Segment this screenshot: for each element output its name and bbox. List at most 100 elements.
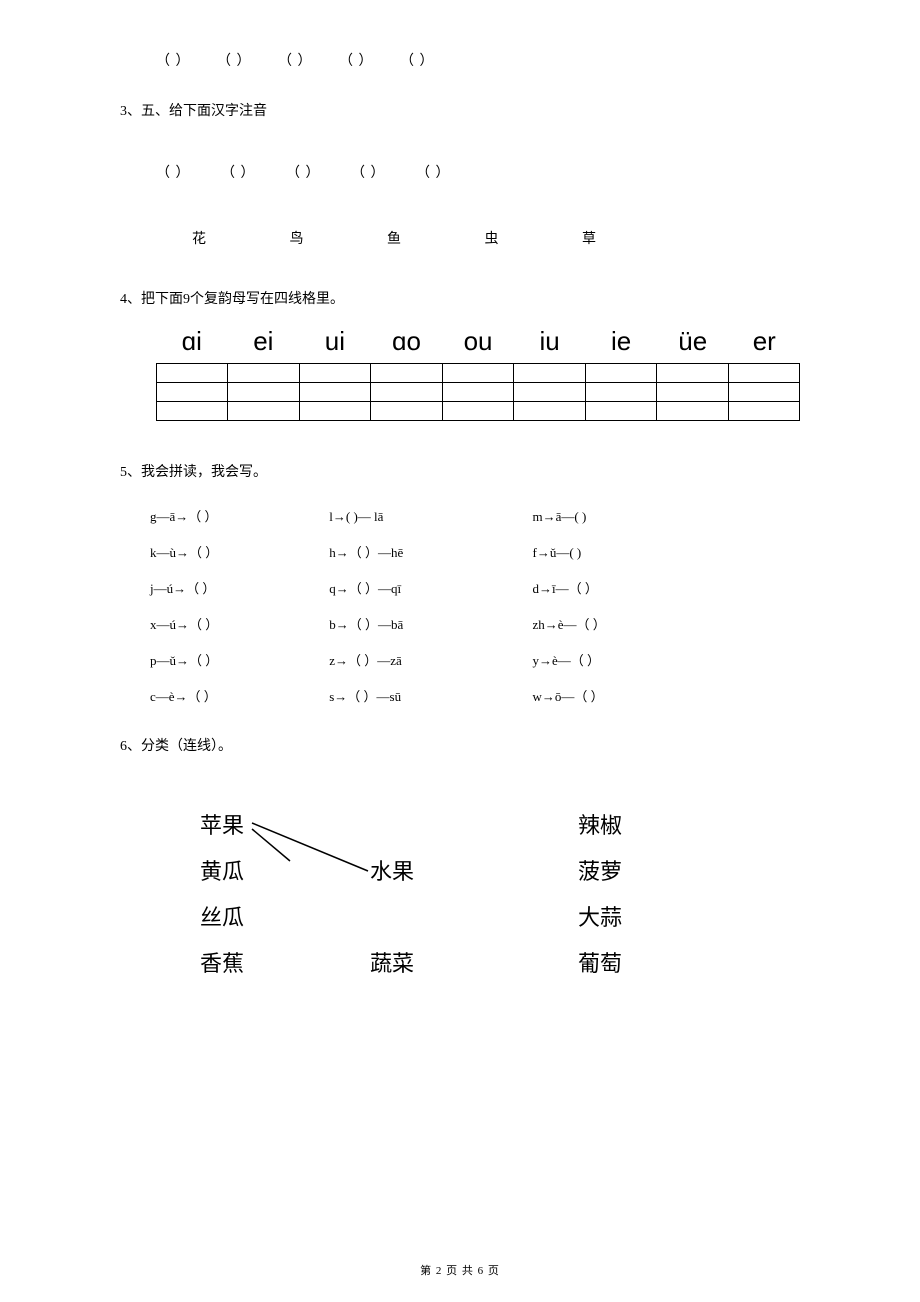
table-cell xyxy=(371,364,442,383)
q3-paren-row: （ ） （ ） （ ） （ ） （ ） xyxy=(120,162,800,182)
q6-left-2: 黄瓜 xyxy=(200,849,244,895)
table-cell xyxy=(371,383,442,402)
q3-char-5: 草 xyxy=(582,228,676,248)
q3-paren-4: （ ） xyxy=(351,166,386,181)
q5-r5-c: y→è—（ ） xyxy=(533,643,713,679)
q4-h-8: üe xyxy=(657,326,729,357)
q4-h-1: ɑi xyxy=(156,326,228,357)
q3-char-2: 鸟 xyxy=(290,228,384,248)
table-cell xyxy=(728,383,800,402)
table-cell xyxy=(371,402,442,421)
table-cell xyxy=(228,383,299,402)
table-cell xyxy=(514,402,585,421)
q3-paren-5: （ ） xyxy=(416,166,451,181)
table-cell xyxy=(728,402,800,421)
table-cell xyxy=(585,402,656,421)
table-cell xyxy=(157,364,228,383)
q4-h-9: er xyxy=(729,326,801,357)
q6-left-3: 丝瓜 xyxy=(200,895,244,941)
table-cell xyxy=(657,364,728,383)
q5-r5-b: z→（ ）—zā xyxy=(329,643,529,679)
table-cell xyxy=(585,364,656,383)
q5-row-3: j—ú→（ ） q→（ ）—qī d→ī—（ ） xyxy=(150,571,800,607)
table-row xyxy=(157,383,800,402)
q6-mid-col: 水果 蔬菜 xyxy=(370,803,414,987)
q5-r2-c: f→ǔ—( ) xyxy=(533,535,713,571)
q3-char-3: 鱼 xyxy=(387,228,481,248)
worksheet-page: （ ） （ ） （ ） （ ） （ ） 3、五、给下面汉字注音 （ ） （ ） … xyxy=(0,0,920,1302)
q3-char-4: 虫 xyxy=(485,228,579,248)
q2-paren-row: （ ） （ ） （ ） （ ） （ ） xyxy=(120,50,800,70)
q2-paren-4: （ ） xyxy=(339,54,374,69)
q5-r1-b: l→( )— lā xyxy=(329,499,529,535)
q5-r4-a: x—ú→（ ） xyxy=(150,607,326,643)
q6-classify: 苹果 黄瓜 丝瓜 香蕉 水果 蔬菜 辣椒 菠萝 大蒜 葡萄 xyxy=(160,803,800,1013)
table-cell xyxy=(442,402,513,421)
table-cell xyxy=(157,402,228,421)
q4-title: 4、把下面9个复韵母写在四线格里。 xyxy=(120,288,800,308)
table-cell xyxy=(514,383,585,402)
q5-row-4: x—ú→（ ） b→（ ）—bā zh→è—（ ） xyxy=(150,607,800,643)
q5-r3-b: q→（ ）—qī xyxy=(329,571,529,607)
table-row xyxy=(157,402,800,421)
table-cell xyxy=(157,383,228,402)
q5-r2-a: k—ù→（ ） xyxy=(150,535,326,571)
q4-headers: ɑi ei ui ɑo ou iu ie üe er xyxy=(120,326,800,357)
q4-h-5: ou xyxy=(442,326,514,357)
table-cell xyxy=(228,364,299,383)
q6-right-2: 菠萝 xyxy=(578,849,622,895)
q6-left-col: 苹果 黄瓜 丝瓜 香蕉 xyxy=(200,803,244,987)
q5-r4-b: b→（ ）—bā xyxy=(329,607,529,643)
q3-char-row: 花 鸟 鱼 虫 草 xyxy=(120,228,800,248)
q5-rows: g—ā→（ ） l→( )— lā m→ā—( ) k—ù→（ ） h→（ ）—… xyxy=(150,499,800,715)
q6-right-4: 葡萄 xyxy=(578,941,622,987)
q2-paren-2: （ ） xyxy=(217,54,252,69)
q4-table xyxy=(156,363,800,421)
table-cell xyxy=(299,383,370,402)
table-cell xyxy=(299,402,370,421)
q5-r3-a: j—ú→（ ） xyxy=(150,571,326,607)
q5-row-6: c—è→（ ） s→（ ）—sū w→ō—（ ） xyxy=(150,679,800,715)
q5-row-1: g—ā→（ ） l→( )— lā m→ā—( ) xyxy=(150,499,800,535)
q6-connect-svg xyxy=(160,803,760,1013)
q3-paren-3: （ ） xyxy=(286,166,321,181)
q2-paren-1: （ ） xyxy=(156,54,191,69)
q6-mid-1: 水果 xyxy=(370,849,414,895)
table-row xyxy=(157,364,800,383)
q4-h-4: ɑo xyxy=(371,326,443,357)
q5-r5-a: p—ǔ→（ ） xyxy=(150,643,326,679)
table-cell xyxy=(442,364,513,383)
q5-title: 5、我会拼读，我会写。 xyxy=(120,461,800,481)
table-cell xyxy=(228,402,299,421)
q6-right-col: 辣椒 菠萝 大蒜 葡萄 xyxy=(578,803,622,987)
page-footer: 第 2 页 共 6 页 xyxy=(0,1262,920,1278)
q5-r1-c: m→ā—( ) xyxy=(533,499,713,535)
q5-r4-c: zh→è—（ ） xyxy=(533,607,713,643)
q5-row-5: p—ǔ→（ ） z→（ ）—zā y→è—（ ） xyxy=(150,643,800,679)
table-cell xyxy=(728,364,800,383)
q5-r6-c: w→ō—（ ） xyxy=(533,679,713,715)
q6-left-4: 香蕉 xyxy=(200,941,244,987)
q2-paren-3: （ ） xyxy=(278,54,313,69)
q3-title: 3、五、给下面汉字注音 xyxy=(120,100,800,120)
q5-r6-b: s→（ ）—sū xyxy=(329,679,529,715)
table-cell xyxy=(657,383,728,402)
q2-paren-5: （ ） xyxy=(400,54,435,69)
q6-left-1: 苹果 xyxy=(200,803,244,849)
q3-paren-2: （ ） xyxy=(221,166,256,181)
q3-paren-1: （ ） xyxy=(156,166,191,181)
q4-h-6: iu xyxy=(514,326,586,357)
q3-char-1: 花 xyxy=(192,228,286,248)
q6-right-1: 辣椒 xyxy=(578,803,622,849)
table-cell xyxy=(299,364,370,383)
q5-r2-b: h→（ ）—hē xyxy=(329,535,529,571)
q5-r1-a: g—ā→（ ） xyxy=(150,499,326,535)
q6-title: 6、分类（连线）。 xyxy=(120,735,800,755)
q4-h-2: ei xyxy=(228,326,300,357)
table-cell xyxy=(442,383,513,402)
q6-right-3: 大蒜 xyxy=(578,895,622,941)
q4-h-3: ui xyxy=(299,326,371,357)
q6-mid-2: 蔬菜 xyxy=(370,941,414,987)
q5-r6-a: c—è→（ ） xyxy=(150,679,326,715)
table-cell xyxy=(585,383,656,402)
